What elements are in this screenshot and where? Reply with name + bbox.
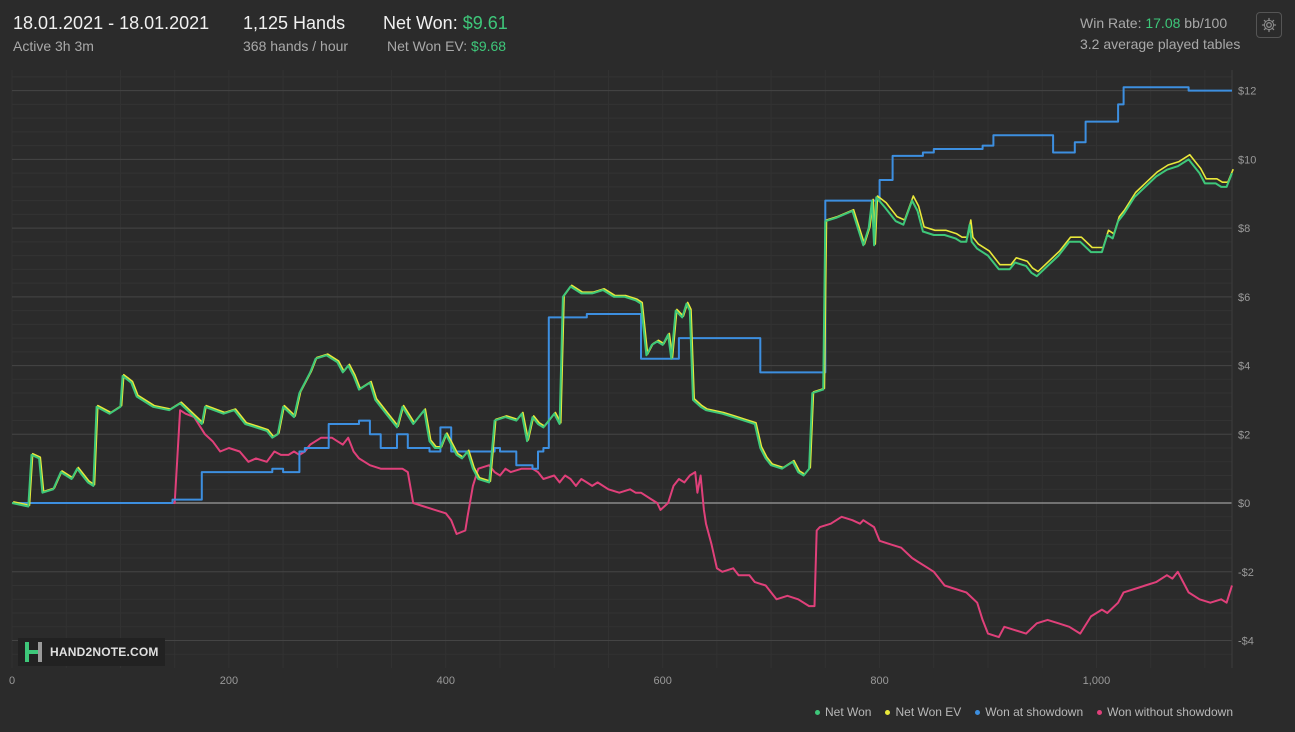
win-rate-unit: bb/100 (1180, 15, 1228, 31)
date-range: 18.01.2021 - 18.01.2021 (13, 13, 210, 33)
chart-grid (11, 70, 1233, 668)
logo-text: HAND2NOTE.COM (50, 645, 159, 659)
series-line-net-won (11, 158, 1233, 508)
net-won-ev-label: Net Won EV: (387, 38, 472, 54)
chart-lines (11, 86, 1234, 639)
legend-label-net-won: Net Won (825, 705, 872, 719)
hand2note-logo: HAND2NOTE.COM (18, 638, 165, 666)
settings-button[interactable] (1256, 12, 1282, 38)
hands-per-hour: 368 hands / hour (243, 38, 349, 54)
legend-item-net-won[interactable]: Net Won (815, 705, 871, 719)
legend-label-won-without-showdown: Won without showdown (1107, 705, 1233, 719)
y-tick-label: -$4 (1238, 636, 1254, 648)
y-axis-ticks: $12 $10 $8 $6 $4 $2 $0 -$2 -$4 (1238, 86, 1256, 648)
net-won-label: Net Won: (383, 13, 463, 33)
gear-icon (1261, 17, 1277, 33)
x-tick-label: 1,000 (1083, 675, 1111, 687)
y-tick-label: $12 (1238, 86, 1256, 98)
y-tick-label: $2 (1238, 429, 1250, 441)
x-tick-label: 0 (9, 675, 15, 687)
y-tick-label: $0 (1238, 498, 1250, 510)
win-rate-value: 17.08 (1145, 15, 1181, 31)
hand2note-logo-icon (25, 642, 42, 662)
legend-item-won-at-showdown[interactable]: Won at showdown (975, 705, 1083, 719)
legend-dot-won-without-showdown (1097, 709, 1103, 715)
x-tick-label: 800 (870, 675, 888, 687)
average-played-tables: 3.2 average played tables (1080, 36, 1241, 52)
series-line-won-without-showdown (12, 409, 1233, 639)
x-tick-label: 600 (653, 675, 671, 687)
series-line-net-won-ev (13, 153, 1234, 507)
net-won-value: $9.61 (462, 13, 508, 33)
legend-item-won-without-showdown[interactable]: Won without showdown (1097, 705, 1233, 719)
net-won-summary: Net Won: $9.61 (383, 13, 508, 34)
legend-label-net-won-ev: Net Won EV (895, 705, 962, 719)
win-rate-label: Win Rate: (1080, 15, 1146, 31)
series-line-won-at-showdown (12, 86, 1232, 504)
legend-label-won-at-showdown: Won at showdown (985, 705, 1084, 719)
hands-count: 1,125 Hands (243, 13, 346, 33)
y-tick-label: $6 (1238, 292, 1250, 304)
chart-legend: Net Won Net Won EV Won at showdown Won w… (815, 705, 1233, 719)
net-won-ev-summary: Net Won EV: $9.68 (387, 38, 506, 54)
y-tick-label: -$2 (1238, 567, 1254, 579)
legend-dot-net-won-ev (885, 709, 891, 715)
x-tick-label: 200 (220, 675, 238, 687)
win-rate: Win Rate: 17.08 bb/100 (1080, 15, 1227, 31)
legend-item-net-won-ev[interactable]: Net Won EV (885, 705, 961, 719)
active-duration: Active 3h 3m (13, 38, 94, 54)
legend-dot-won-at-showdown (975, 709, 981, 715)
net-won-ev-value: $9.68 (471, 38, 507, 54)
x-tick-label: 400 (437, 675, 455, 687)
x-axis-ticks: 0 200 400 600 800 1,000 (9, 675, 1110, 687)
y-tick-label: $10 (1238, 154, 1256, 166)
legend-dot-net-won (815, 709, 821, 715)
y-tick-label: $8 (1238, 223, 1250, 235)
y-tick-label: $4 (1238, 361, 1250, 373)
